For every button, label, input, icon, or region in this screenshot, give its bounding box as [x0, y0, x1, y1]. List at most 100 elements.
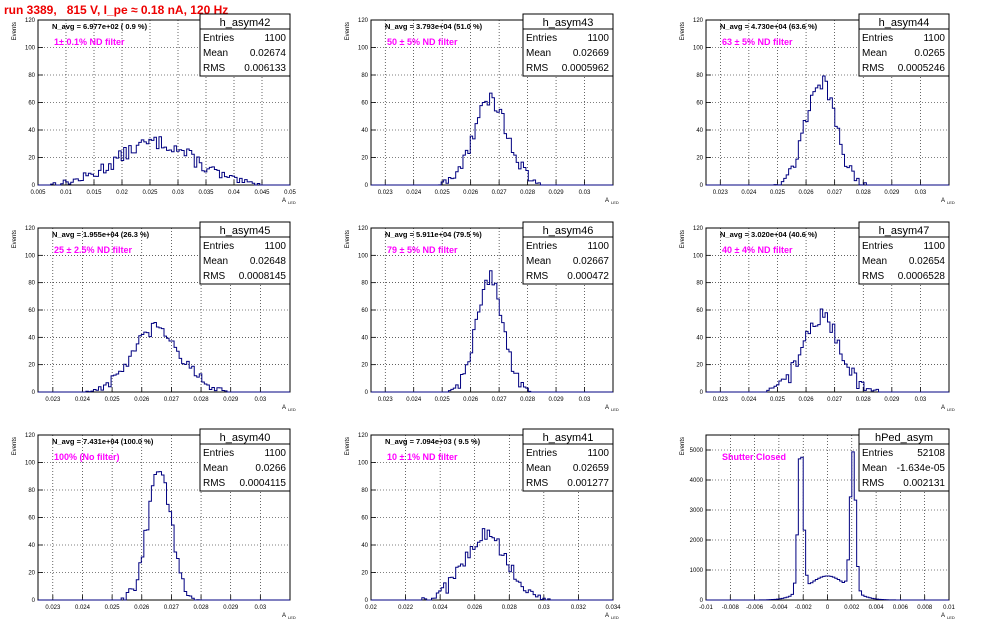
histogram-panel-hPed_asym: -0.01 -0.008 -0.006 -0.004 -0.002 0 0.002 0.004… — [680, 428, 955, 620]
x-tick-label: 0.027 — [164, 605, 180, 611]
histogram-series — [38, 322, 290, 393]
x-tick-label: 0.002 — [844, 605, 860, 611]
filter-annotation: 25 ± 2.5% ND filter — [54, 245, 132, 255]
stats-entries-value: 1100 — [264, 33, 286, 44]
stats-rms-label: RMS — [862, 63, 885, 74]
y-tick-label: 80 — [696, 73, 703, 79]
stats-entries-value: 1100 — [264, 241, 286, 252]
y-tick-label: 100 — [25, 46, 36, 52]
y-tick-label: 20 — [696, 156, 703, 162]
navg-annotation: N_avg = 5.911e+04 (79.5 %) — [385, 230, 482, 239]
x-tick-label: 0.005 — [30, 190, 46, 196]
stats-mean-label: Mean — [526, 48, 551, 59]
x-tick-label: 0.028 — [520, 397, 536, 403]
y-tick-label: 100 — [693, 46, 704, 52]
x-tick-label: 0.026 — [463, 190, 479, 196]
stats-entries-value: 1100 — [587, 241, 609, 252]
y-tick-label: 60 — [28, 101, 35, 107]
stats-rms-value: 0.000472 — [567, 271, 609, 282]
x-tick-label: 0.029 — [884, 190, 900, 196]
stats-rms-value: 0.002131 — [903, 478, 945, 489]
x-tick-label: 0.03 — [255, 397, 267, 403]
y-tick-label: 80 — [28, 73, 35, 79]
histogram-name: h_asym41 — [543, 432, 594, 444]
x-axis-title: A — [605, 405, 609, 411]
x-tick-label: 0.024 — [75, 605, 91, 611]
x-tick-label: 0.024 — [406, 190, 422, 196]
y-tick-label: 20 — [696, 363, 703, 369]
x-axis-title: A — [282, 613, 286, 619]
y-tick-label: 2000 — [690, 538, 704, 544]
y-axis-title: Events — [12, 22, 18, 40]
x-tick-label: -0.004 — [770, 605, 788, 611]
x-tick-label: 0.024 — [406, 397, 422, 403]
x-tick-label: 0.026 — [463, 397, 479, 403]
stats-rms-label: RMS — [526, 271, 549, 282]
x-tick-label: 0.027 — [492, 397, 508, 403]
histogram-panel-h_asym44: 0.023 0.024 0.025 0.026 0.027 0.028 0.029 0.03 0… — [680, 13, 955, 205]
stats-mean-value: 0.0266 — [255, 463, 286, 474]
stats-mean-value: 0.02659 — [573, 463, 610, 474]
y-tick-label: 80 — [361, 73, 368, 79]
x-tick-label: 0.023 — [713, 397, 729, 403]
histogram-name: h_asym40 — [220, 432, 271, 444]
x-tick-label: 0.025 — [435, 397, 451, 403]
x-tick-label: 0.022 — [398, 605, 414, 611]
histogram-series — [371, 528, 613, 601]
y-tick-label: 120 — [358, 433, 369, 439]
y-tick-label: 120 — [693, 226, 704, 232]
stats-rms-value: 0.0008145 — [239, 271, 287, 282]
x-tick-label: 0.023 — [713, 190, 729, 196]
x-tick-label: 0.029 — [223, 397, 239, 403]
stats-entries-label: Entries — [862, 241, 893, 252]
stats-mean-label: Mean — [203, 256, 228, 267]
histogram-series — [38, 136, 290, 186]
x-tick-label: -0.01 — [699, 605, 713, 611]
x-tick-label: 0.034 — [605, 605, 621, 611]
y-tick-label: 40 — [361, 543, 368, 549]
x-tick-label: 0.03 — [255, 605, 267, 611]
x-tick-label: 0.023 — [45, 397, 61, 403]
x-tick-label: 0.023 — [378, 397, 394, 403]
histogram-panel-h_asym41: 0.02 0.022 0.024 0.026 0.028 0.03 0.032 0.034 0 2… — [345, 428, 621, 620]
y-tick-label: 0 — [365, 183, 369, 189]
histogram-series — [706, 75, 949, 186]
stats-rms-label: RMS — [862, 271, 885, 282]
x-tick-label: 0.028 — [856, 397, 872, 403]
navg-annotation: N_avg = 7.094e+03 ( 9.5 %) — [385, 437, 481, 446]
filter-annotation: Shutter Closed — [722, 452, 786, 462]
y-tick-label: 100 — [25, 253, 36, 259]
stats-entries-value: 1100 — [264, 448, 286, 459]
filter-annotation: 63 ± 5% ND filter — [722, 37, 793, 47]
x-tick-label: 0.029 — [223, 605, 239, 611]
x-axis-subscript: LED — [947, 615, 955, 620]
x-tick-label: 0.03 — [579, 397, 591, 403]
stats-entries-label: Entries — [526, 241, 557, 252]
x-tick-label: 0.008 — [917, 605, 933, 611]
navg-annotation: N_avg = 3.793e+04 (51.0 %) — [385, 22, 483, 31]
stats-box — [858, 13, 950, 77]
x-tick-label: 0.026 — [134, 397, 150, 403]
x-tick-label: 0.025 — [105, 605, 121, 611]
stats-mean-value: 0.02648 — [250, 256, 287, 267]
y-tick-label: 120 — [25, 226, 36, 232]
histogram-name: h_asym42 — [220, 17, 271, 29]
x-tick-label: 0.032 — [571, 605, 587, 611]
navg-annotation: N_avg = 7.431e+04 (100.0 %) — [52, 437, 154, 446]
x-tick-label: 0.027 — [827, 190, 843, 196]
y-tick-label: 20 — [28, 156, 35, 162]
stats-box — [522, 13, 614, 77]
y-tick-label: 60 — [28, 516, 35, 522]
stats-mean-label: Mean — [862, 48, 887, 59]
stats-rms-value: 0.0004115 — [239, 478, 286, 489]
stats-entries-value: 52108 — [917, 448, 945, 459]
x-axis-subscript: LED — [611, 200, 619, 205]
y-tick-label: 0 — [32, 598, 36, 604]
stats-rms-value: 0.0005962 — [562, 63, 610, 74]
y-tick-label: 20 — [28, 363, 35, 369]
y-tick-label: 0 — [700, 598, 704, 604]
y-tick-label: 5000 — [690, 448, 704, 454]
stats-mean-label: Mean — [526, 256, 551, 267]
histogram-name: hPed_asym — [875, 432, 933, 444]
